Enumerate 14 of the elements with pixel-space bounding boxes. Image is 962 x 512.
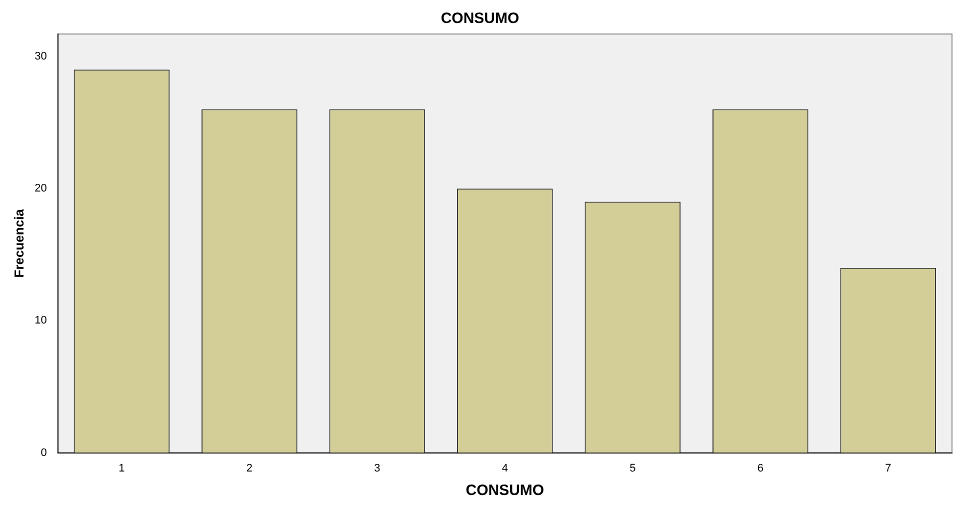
- y-tick-label: 20: [34, 182, 47, 195]
- chart-title: CONSUMO: [440, 10, 520, 28]
- y-axis-title: Frecuencia: [11, 208, 26, 278]
- x-tick-label: 1: [118, 462, 125, 474]
- x-tick-label: 4: [502, 462, 508, 474]
- x-tick-label: 6: [757, 462, 764, 474]
- y-tick-label: 10: [34, 314, 47, 327]
- y-tick-label: 0: [40, 446, 47, 459]
- y-tick-label: 30: [34, 50, 47, 62]
- x-tick-label: 7: [885, 462, 892, 474]
- x-tick-label: 2: [246, 462, 253, 474]
- x-tick-label: 5: [630, 462, 636, 474]
- x-tick-label: 3: [374, 462, 380, 474]
- x-axis-title: CONSUMO: [466, 482, 544, 500]
